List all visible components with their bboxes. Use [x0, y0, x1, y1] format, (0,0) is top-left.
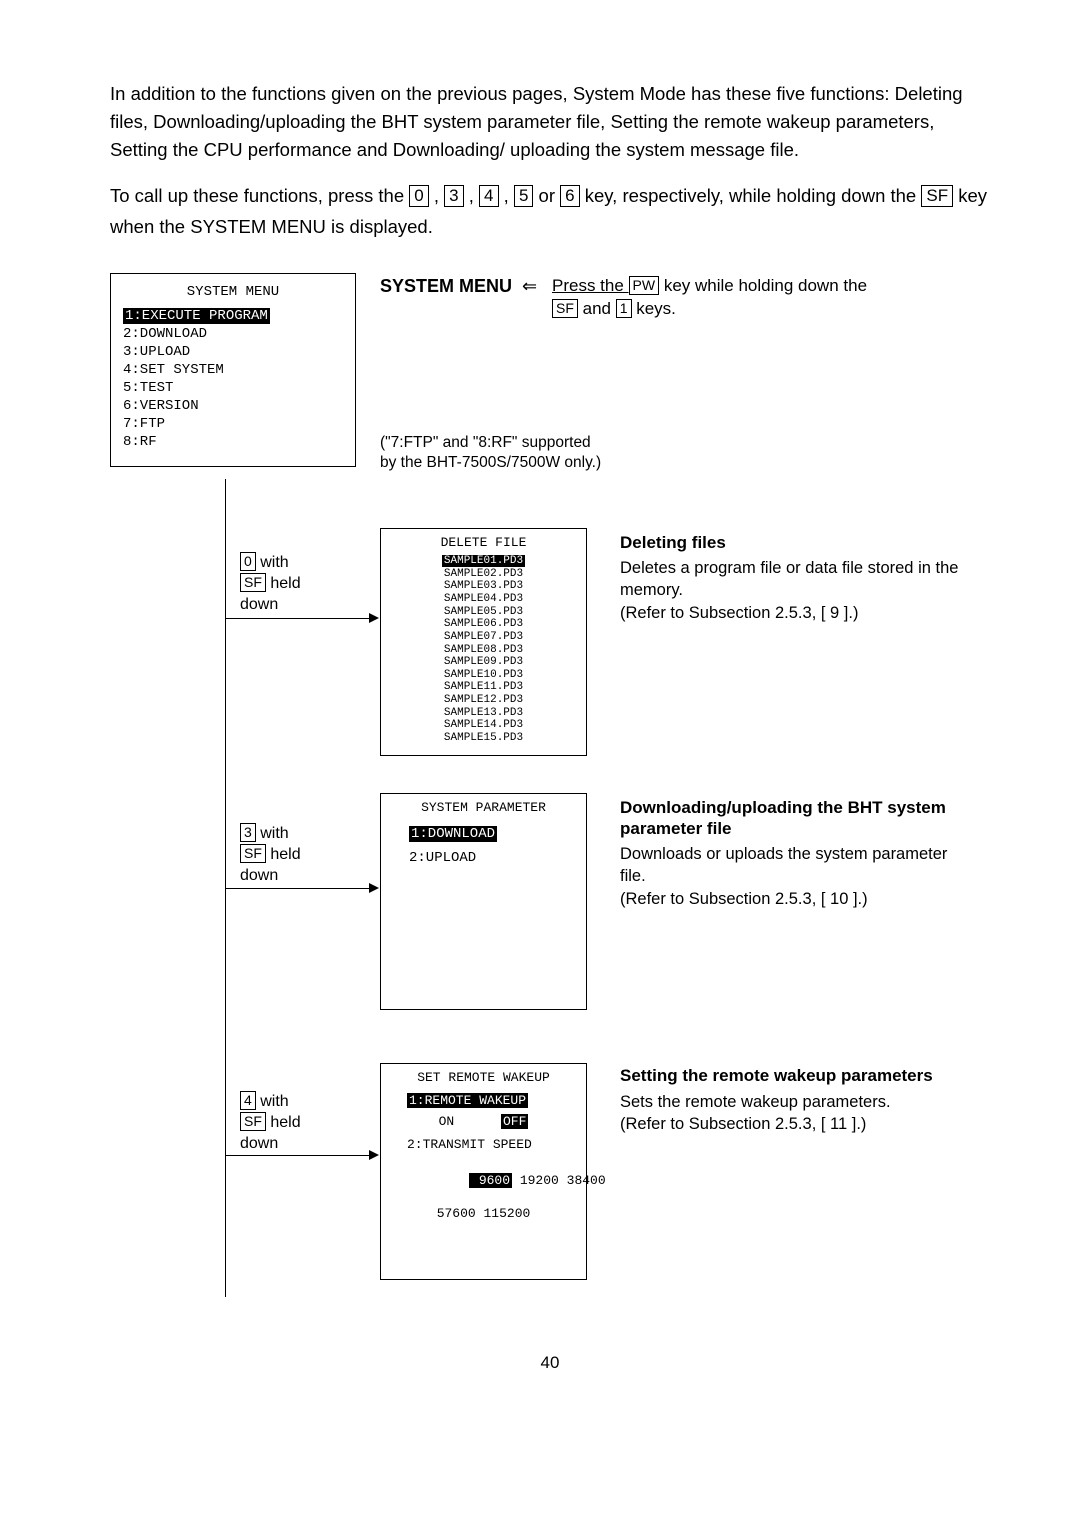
- intro-text: To call up these functions, press the: [110, 185, 409, 206]
- system-parameter-panel: SYSTEM PARAMETER 1:DOWNLOAD 2:UPLOAD: [380, 793, 587, 1010]
- system-menu-title: SYSTEM MENU: [123, 284, 343, 300]
- wakeup-heading: Setting the remote wakeup parameters: [620, 1066, 1000, 1086]
- delete-file-panel: DELETE FILE SAMPLE01.PD3 SAMPLE02.PD3 SA…: [380, 528, 587, 756]
- wakeup-on: ON: [439, 1114, 455, 1129]
- note-text: Press the: [552, 276, 629, 295]
- wakeup-transmit-speed: 2:TRANSMIT SPEED: [391, 1137, 576, 1152]
- key-4: 4: [240, 1091, 256, 1110]
- key-0: 0: [240, 552, 256, 571]
- sysparam-heading: Downloading/uploading the BHT system par…: [620, 797, 970, 840]
- sysparam-text: Downloads or uploads the system paramete…: [620, 843, 970, 910]
- key-sf: SF: [240, 844, 266, 863]
- comma: ,: [429, 185, 444, 206]
- comma: ,: [499, 185, 514, 206]
- ftp-note: ("7:FTP" and "8:RF" supported by the BHT…: [380, 433, 601, 473]
- intro-paragraph-2: To call up these functions, press the 0 …: [110, 181, 990, 243]
- wakeup-speed-line1: 19200 38400: [512, 1173, 606, 1188]
- menu-item-rf: 8:RF: [123, 434, 343, 450]
- menu-item-download: 2:DOWNLOAD: [123, 326, 343, 342]
- wakeup-title: SET REMOTE WAKEUP: [381, 1064, 586, 1090]
- key-3: 3: [240, 823, 256, 842]
- menu-item-version: 6:VERSION: [123, 398, 343, 414]
- arrowhead-icon: [369, 1150, 379, 1160]
- key-sf: SF: [552, 299, 578, 318]
- note-text: key while holding down the: [659, 276, 867, 295]
- menu-item-set-system: 4:SET SYSTEM: [123, 362, 343, 378]
- key-sf: SF: [240, 1112, 266, 1131]
- arrowhead-icon: [369, 613, 379, 623]
- system-menu-note: Press the PW key while holding down the …: [552, 275, 982, 321]
- menu-item-upload: 3:UPLOAD: [123, 344, 343, 360]
- key-3: 3: [444, 185, 463, 207]
- key-6: 6: [560, 185, 579, 207]
- deleting-files-text: Deletes a program file or data file stor…: [620, 557, 970, 624]
- key-pw: PW: [629, 276, 660, 295]
- wakeup-remote-item: 1:REMOTE WAKEUP: [407, 1093, 528, 1108]
- intro-text: key, respectively, while holding down th…: [580, 185, 922, 206]
- wakeup-speed-9600: 9600: [469, 1173, 512, 1188]
- comma: ,: [464, 185, 479, 206]
- intro-paragraph-1: In addition to the functions given on th…: [110, 80, 990, 163]
- system-menu-box: SYSTEM MENU 1:EXECUTE PROGRAM 2:DOWNLOAD…: [110, 273, 356, 467]
- key-0-label: 0 with SF held down: [240, 553, 301, 615]
- key-4-label: 4 with SF held down: [240, 1092, 301, 1154]
- key-sf: SF: [921, 185, 953, 207]
- key-1: 1: [616, 299, 632, 318]
- connector-line: [225, 618, 369, 619]
- arrow-left-icon: ⇐: [522, 276, 537, 296]
- note-text: keys.: [632, 299, 676, 318]
- sysparam-download: 1:DOWNLOAD: [409, 826, 497, 842]
- key-3-label: 3 with SF held down: [240, 824, 301, 886]
- set-remote-wakeup-panel: SET REMOTE WAKEUP 1:REMOTE WAKEUP ON OFF…: [380, 1063, 587, 1280]
- sysparam-upload: 2:UPLOAD: [409, 850, 568, 866]
- wakeup-off: OFF: [501, 1114, 528, 1129]
- menu-item-test: 5:TEST: [123, 380, 343, 396]
- system-parameter-title: SYSTEM PARAMETER: [381, 794, 586, 820]
- key-sf: SF: [240, 573, 266, 592]
- menu-item-ftp: 7:FTP: [123, 416, 343, 432]
- key-5: 5: [514, 185, 533, 207]
- page-number: 40: [110, 1353, 990, 1373]
- delete-file-list: SAMPLE01.PD3 SAMPLE02.PD3 SAMPLE03.PD3 S…: [381, 555, 586, 755]
- key-0: 0: [409, 185, 428, 207]
- arrowhead-icon: [369, 883, 379, 893]
- and-text: and: [578, 299, 616, 318]
- connector-line: [225, 888, 369, 889]
- connector-line: [225, 1155, 369, 1156]
- or: or: [533, 185, 560, 206]
- delete-file-title: DELETE FILE: [381, 529, 586, 555]
- key-4: 4: [479, 185, 498, 207]
- menu-item-execute: 1:EXECUTE PROGRAM: [123, 308, 343, 324]
- wakeup-speed-line2: 57600 115200: [391, 1206, 576, 1221]
- deleting-files-heading: Deleting files: [620, 533, 726, 553]
- wakeup-text: Sets the remote wakeup parameters. (Refe…: [620, 1091, 980, 1136]
- system-menu-bold-label: SYSTEM MENU ⇐: [380, 276, 537, 297]
